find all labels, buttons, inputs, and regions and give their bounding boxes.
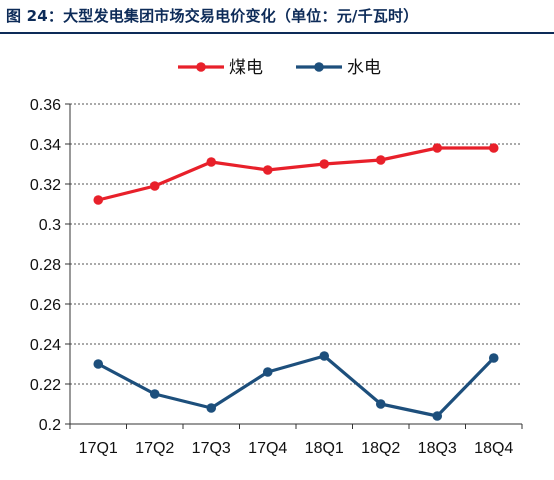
data-point (262, 367, 273, 377)
legend-swatch-marker (196, 62, 206, 72)
series (93, 143, 499, 421)
legend-swatch-marker (314, 62, 324, 72)
data-point (93, 359, 104, 369)
data-point (319, 159, 330, 169)
gridlines (70, 103, 522, 385)
data-point (375, 399, 386, 409)
x-tick-label: 17Q2 (135, 440, 174, 457)
y-tick-label: 0.34 (30, 137, 61, 154)
data-point (319, 351, 330, 361)
legend: 煤电 水电 (178, 58, 381, 78)
legend-label: 煤电 (229, 58, 263, 78)
data-point (149, 181, 160, 191)
x-tick-label: 18Q3 (418, 440, 457, 457)
y-tick-label: 0.2 (39, 417, 61, 434)
y-tick-label: 0.28 (30, 257, 61, 274)
figure-title: 图 24：大型发电集团市场交易电价变化（单位：元/千瓦时） (6, 7, 419, 25)
legend-label: 水电 (347, 58, 381, 78)
x-tick-label: 17Q4 (248, 440, 287, 457)
title-divider (0, 32, 554, 34)
x-tick-label: 18Q4 (474, 440, 513, 457)
data-point (262, 165, 273, 175)
data-point (93, 195, 104, 205)
x-tick-label: 18Q1 (305, 440, 344, 457)
x-tick-label: 17Q1 (79, 440, 118, 457)
y-tick-label: 0.36 (30, 97, 61, 114)
data-point (375, 155, 386, 165)
y-tick-label: 0.24 (30, 337, 61, 354)
series-line-0 (97, 146, 494, 202)
y-tick-label: 0.22 (30, 377, 61, 394)
data-point (149, 389, 160, 399)
x-tick-label: 18Q2 (361, 440, 400, 457)
x-tick-label: 17Q3 (192, 440, 231, 457)
data-point (206, 157, 217, 167)
data-point (488, 353, 499, 363)
data-point (432, 411, 443, 421)
y-tick-label: 0.26 (30, 297, 61, 314)
data-point (488, 143, 499, 153)
data-point (206, 403, 217, 413)
y-tick-label: 0.3 (39, 217, 61, 234)
y-tick-label: 0.32 (30, 177, 61, 194)
data-point (432, 143, 443, 153)
axes: 0.2 0.22 0.24 0.26 0.28 0.3 0.32 0.34 0.36 17Q1 17… (30, 97, 523, 457)
series-line-1 (97, 354, 495, 418)
